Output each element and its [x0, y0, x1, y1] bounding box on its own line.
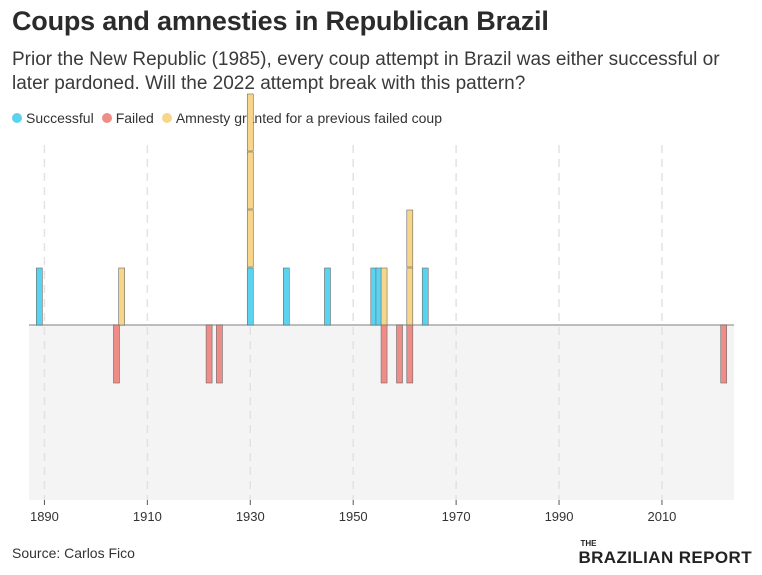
successful-bar-1930-1	[246, 267, 254, 326]
tick-label-1950: 1950	[339, 509, 368, 524]
tick-label-1970: 1970	[442, 509, 471, 524]
amnesty-bar-1956-4	[380, 267, 388, 326]
tick-label-1990: 1990	[545, 509, 574, 524]
source-note: Source: Carlos Fico	[12, 545, 135, 561]
chart-subtitle: Prior the New Republic (1985), every cou…	[12, 49, 720, 94]
legend: Successful Failed Amnesty granted for a …	[12, 110, 450, 126]
amnesty-bar-1930-3	[246, 93, 254, 152]
successful-bar-1889-0	[35, 267, 43, 326]
tick-label-2010: 2010	[647, 509, 676, 524]
amnesty-bar-1961-5	[406, 267, 414, 326]
tick-label-1930: 1930	[236, 509, 265, 524]
brand-logo: THE BRAZILIAN REPORT	[578, 539, 752, 568]
legend-swatch-failed	[101, 113, 112, 123]
successful-bar-1964-6	[421, 267, 429, 326]
failed-bar-1904-0	[113, 324, 120, 384]
chart-title: Coups and amnesties in Republican Brazil	[12, 6, 549, 36]
legend-label-successful: Successful	[26, 110, 94, 126]
amnesty-bar-1930-1	[246, 209, 254, 268]
bars	[35, 93, 728, 384]
amnesty-bar-1961-6	[406, 209, 414, 268]
tick-label-1910: 1910	[133, 509, 162, 524]
failed-bar-1924-2	[216, 324, 223, 384]
legend-label-amnesty: Amnesty granted for a previous failed co…	[175, 110, 442, 126]
failed-bar-1959-4	[396, 324, 403, 384]
legend-label-failed: Failed	[115, 110, 154, 126]
legend-item-failed: Failed	[101, 110, 154, 126]
legend-swatch-amnesty	[161, 113, 172, 123]
logo-main-text: BRAZILIAN REPORT	[578, 548, 752, 567]
failed-bar-2022-6	[720, 324, 728, 384]
successful-bar-1937-2	[282, 267, 290, 326]
successful-bar-1945-3	[324, 267, 331, 326]
legend-swatch-successful	[12, 113, 22, 123]
tick-label-1890: 1890	[30, 509, 59, 524]
legend-item-amnesty: Amnesty granted for a previous failed co…	[161, 110, 442, 126]
amnesty-bar-1905-0	[118, 267, 125, 326]
logo-small-text: THE	[580, 539, 597, 548]
x-axis-ticks: 1890 1910 1930 1950 1970 1990 2010	[30, 500, 676, 524]
failed-bar-1922-1	[205, 324, 213, 384]
legend-item-successful: Successful	[12, 110, 94, 126]
failed-bar-1956-3	[380, 324, 388, 384]
amnesty-bar-1930-2	[246, 151, 254, 210]
failed-bar-1961-5	[406, 324, 414, 384]
